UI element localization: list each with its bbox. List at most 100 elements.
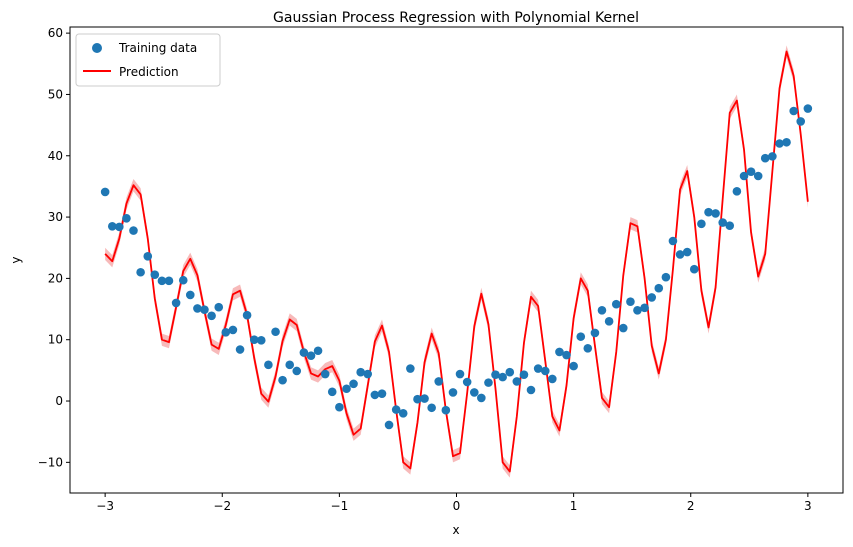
training-point [207, 311, 216, 321]
training-point [193, 304, 202, 313]
training-point [143, 252, 153, 261]
training-point [576, 332, 586, 341]
training-point [136, 267, 145, 277]
training-point [441, 405, 451, 415]
training-point [235, 345, 245, 354]
training-point [349, 379, 358, 389]
training-point [562, 350, 571, 360]
training-point [746, 167, 756, 177]
x-tick-label: −2 [213, 499, 231, 513]
training-point [178, 275, 188, 285]
training-point [221, 328, 231, 337]
y-axis-label: y [9, 256, 23, 263]
training-point [555, 347, 564, 357]
legend: Training data Prediction [75, 33, 221, 87]
prediction-line-layer [104, 50, 809, 473]
y-tick-label: 30 [48, 210, 63, 224]
x-tick-label: −1 [331, 499, 349, 513]
training-point [249, 335, 259, 345]
training-point [462, 377, 472, 387]
training-point [661, 272, 671, 282]
training-point [455, 369, 465, 379]
training-point [668, 236, 678, 246]
training-point [356, 367, 365, 377]
x-tick-label: 0 [453, 499, 461, 513]
training-point [420, 394, 429, 403]
legend-box [75, 33, 221, 87]
training-point [427, 403, 436, 413]
training-point [526, 385, 536, 395]
training-point [129, 226, 138, 235]
training-point [434, 377, 444, 386]
training-point [484, 378, 493, 387]
training-point [470, 388, 479, 397]
prediction-line [104, 50, 809, 473]
training-point [604, 317, 614, 326]
training-point [150, 270, 160, 280]
training-point [739, 171, 749, 181]
training-point [107, 221, 117, 231]
training-point [370, 390, 380, 400]
training-point [271, 327, 280, 337]
training-point [498, 372, 507, 382]
x-axis-ticks: −3 −2 −1 0 1 2 3 [96, 493, 812, 513]
training-point [214, 302, 224, 312]
training-point [171, 298, 181, 308]
training-point [327, 387, 337, 397]
training-points-layer [100, 104, 813, 430]
training-point [313, 346, 323, 356]
y-tick-label: 0 [55, 394, 63, 408]
training-point [377, 389, 387, 398]
training-point [122, 214, 131, 223]
training-point [285, 360, 295, 370]
y-tick-label: 60 [48, 26, 63, 40]
y-tick-label: 40 [48, 149, 63, 163]
training-point [164, 276, 174, 286]
training-point [732, 187, 742, 196]
training-point [718, 218, 728, 227]
training-point [200, 305, 209, 314]
training-point [292, 366, 302, 376]
x-tick-label: 2 [687, 499, 695, 513]
training-point [100, 187, 110, 197]
training-point [306, 351, 316, 360]
legend-marker-training-data [92, 43, 102, 53]
legend-label-prediction: Prediction [119, 65, 179, 79]
training-point [711, 209, 720, 218]
training-point [626, 297, 635, 306]
x-axis-label: x [452, 523, 459, 537]
training-point [505, 367, 515, 377]
training-point [682, 247, 692, 257]
training-point [342, 384, 351, 394]
training-point [704, 207, 713, 217]
training-point [533, 364, 543, 373]
training-point [768, 152, 777, 161]
training-point [299, 348, 309, 357]
y-tick-label: 20 [48, 271, 63, 285]
training-point [775, 139, 784, 148]
training-point [320, 369, 330, 379]
training-point [548, 374, 557, 384]
training-point [256, 336, 266, 345]
training-point [583, 343, 593, 353]
training-point [789, 106, 798, 116]
x-tick-label: 1 [570, 499, 578, 513]
x-tick-label: 3 [804, 499, 812, 513]
training-point [115, 222, 124, 232]
training-point [618, 323, 628, 333]
training-point [391, 405, 401, 414]
training-point [477, 393, 486, 403]
training-point [760, 153, 770, 163]
training-point [647, 293, 657, 302]
training-point [242, 310, 252, 320]
chart-title: Gaussian Process Regression with Polynom… [273, 10, 639, 26]
y-tick-label: 10 [48, 333, 63, 347]
legend-label-training-data: Training data [118, 41, 197, 55]
training-point [725, 221, 735, 230]
training-point [697, 219, 706, 229]
training-point [782, 137, 791, 147]
training-point [597, 305, 607, 315]
training-point [448, 388, 458, 397]
training-point [157, 276, 167, 286]
